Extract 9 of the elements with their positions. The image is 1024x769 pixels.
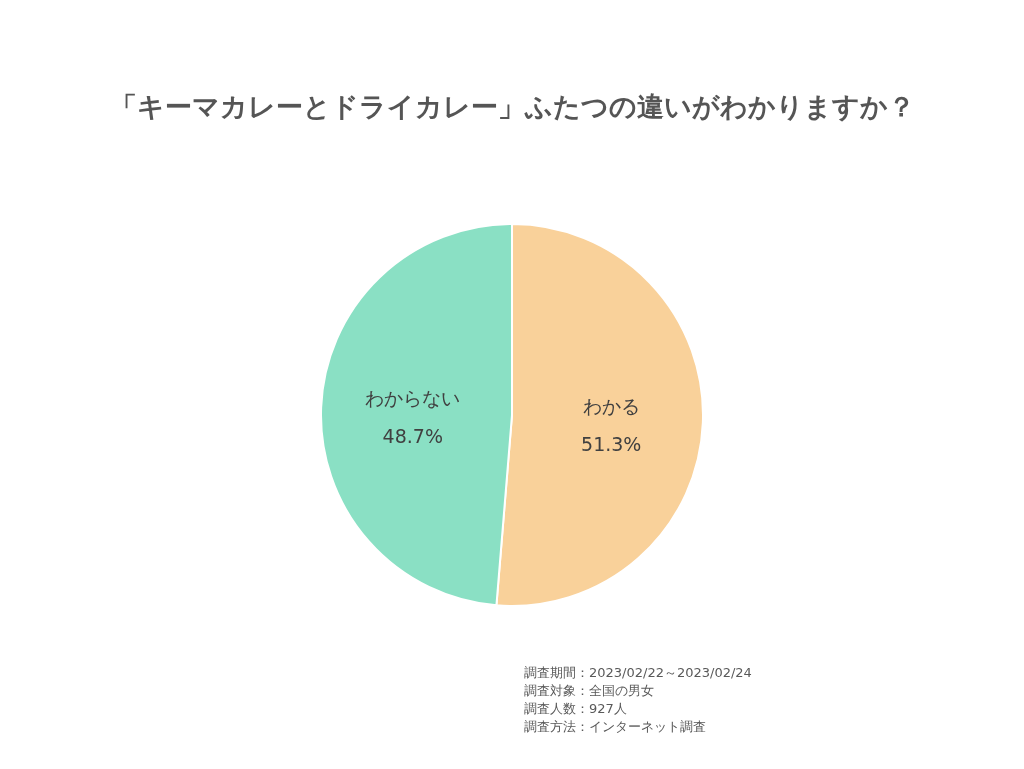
text: 調査対象：全国の男女 [524,683,654,698]
chart-title: 「キーマカレーとドライカレー」ふたつの違いがわかりますか？ [109,91,915,122]
data-label: 48.7% [382,424,443,447]
text: 調査人数：927人 [524,701,627,716]
slice-label: わからない [365,386,461,409]
slice-label: わかる [582,395,640,418]
text: 調査方法：インターネット調査 [524,719,706,734]
text: 調査期間：2023/02/22～2023/02/24 [524,665,752,680]
data-label: 51.3% [581,433,642,456]
